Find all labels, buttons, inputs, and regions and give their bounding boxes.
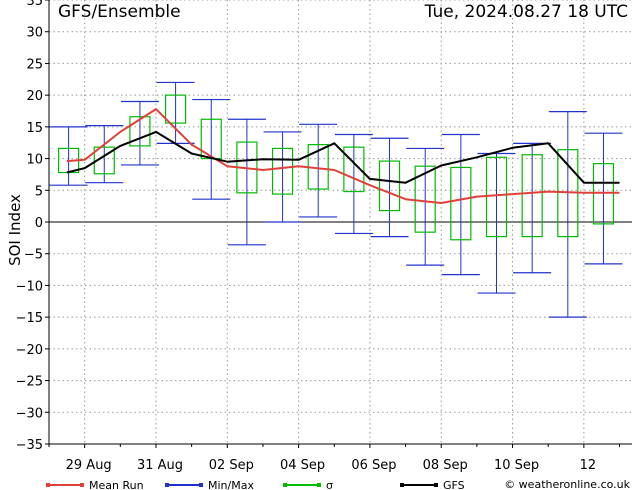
legend-marker-right — [199, 483, 203, 487]
y-tick-label: −35 — [16, 438, 43, 453]
x-tick-label: 29 Aug — [66, 458, 112, 473]
axes: −35 −30 −25 −20 −15 −10 −5 0 5 10 15 20 25 30 35 29 Aug… — [16, 0, 632, 473]
x-tick-label: 04 Sep — [280, 458, 325, 473]
y-tick-label: 0 — [35, 216, 43, 231]
y-tick-label: 10 — [26, 153, 43, 168]
legend-marker-left — [46, 483, 50, 487]
y-tick-label: −25 — [16, 375, 43, 390]
sigma-box — [271, 147, 294, 195]
y-tick-label: 30 — [26, 26, 43, 41]
y-tick-label: −30 — [16, 406, 43, 421]
y-tick-label: 20 — [26, 89, 43, 104]
legend-label: Mean Run — [89, 479, 144, 490]
x-tick-label: 08 Sep — [423, 458, 468, 473]
sigma-box — [414, 165, 436, 233]
legend-marker-left — [165, 483, 169, 487]
legend-marker-left — [400, 483, 404, 487]
x-tick-label: 12 — [580, 458, 597, 473]
sigma-box — [450, 166, 472, 241]
y-tick-label: 35 — [26, 0, 43, 9]
credit-text: © weatheronline.co.uk — [504, 478, 630, 490]
series-line-gfs — [66, 130, 620, 184]
y-tick-label: −20 — [16, 343, 43, 358]
legend-marker-right — [80, 483, 84, 487]
sigma-box — [343, 146, 365, 193]
sigma-box — [521, 154, 543, 238]
sigma-box — [93, 146, 115, 175]
y-tick-label: 15 — [26, 121, 43, 136]
sigma-box — [164, 94, 187, 124]
data-marks — [49, 81, 623, 318]
y-tick-label: −10 — [16, 279, 43, 294]
x-tick-label: 06 Sep — [351, 458, 396, 473]
chart-title: GFS/Ensemble — [58, 2, 181, 22]
y-tick-label: 5 — [35, 184, 43, 199]
legend-label: GFS — [443, 479, 465, 490]
legend-marker-right — [317, 483, 321, 487]
chart-datetime: Tue, 2024.08.27 18 UTC — [424, 2, 628, 22]
x-tick-label: 31 Aug — [137, 458, 183, 473]
legend-marker-left — [283, 483, 287, 487]
legend: Mean Run Min/Max σ GFS — [46, 479, 465, 490]
x-tick-label: 02 Sep — [209, 458, 254, 473]
x-tick-label: 10 Sep — [494, 458, 539, 473]
legend-label: σ — [326, 479, 333, 490]
y-tick-label: −5 — [24, 248, 43, 263]
grid — [49, 0, 632, 445]
y-tick-label: 25 — [26, 57, 43, 72]
sigma-box — [485, 156, 508, 238]
sigma-box — [129, 116, 151, 147]
sigma-box — [378, 160, 401, 212]
y-tick-label: −15 — [16, 311, 43, 326]
y-axis-label: SOI Index — [6, 194, 24, 266]
legend-marker-right — [434, 483, 438, 487]
series-line-mean-run — [66, 108, 620, 204]
legend-label: Min/Max — [208, 479, 254, 490]
